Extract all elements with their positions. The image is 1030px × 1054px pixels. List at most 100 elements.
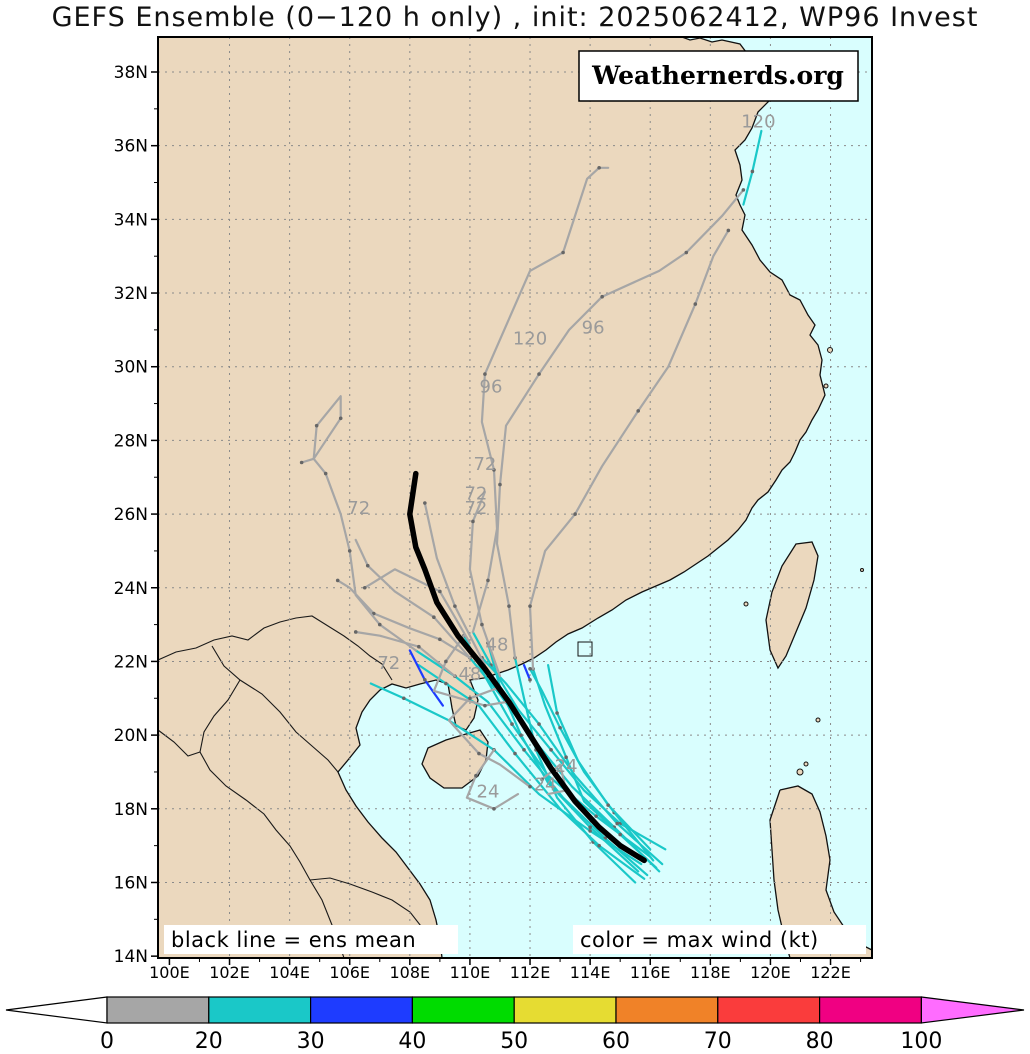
lon-tick-label: 112E xyxy=(510,963,551,982)
member-track xyxy=(363,568,471,645)
track-point xyxy=(444,659,448,664)
track-point xyxy=(750,169,755,174)
legend-mean-text: black line = ens mean xyxy=(171,928,416,952)
member-track xyxy=(480,656,664,866)
track-point xyxy=(615,821,619,826)
member-track xyxy=(300,457,417,652)
watermark-box: Weathernerds.org xyxy=(578,50,859,102)
watermark-text: Weathernerds.org xyxy=(591,61,844,90)
lat-tick-label: 38N xyxy=(114,63,148,83)
member-track xyxy=(423,501,486,667)
track-point xyxy=(402,696,406,701)
lon-tick-label: 118E xyxy=(690,963,731,982)
track-point xyxy=(486,578,490,583)
colorbar-tick-label: 40 xyxy=(398,1029,426,1054)
track-point xyxy=(684,250,689,255)
latitude-axis: 38N 36N 34N 32N 30N 28N 26N 24N 22N 20N 18N 16N 14N xyxy=(114,63,158,967)
hour-label: 72 xyxy=(347,498,370,519)
luzon-island xyxy=(770,786,872,958)
track-point xyxy=(561,250,565,255)
track-point xyxy=(483,703,487,708)
taiwan-island xyxy=(766,542,818,668)
longitude-axis: 100E 102E 104E 106E 108E 110E 112E 114E 116E 118E… xyxy=(149,958,862,982)
track-point xyxy=(528,667,532,671)
lat-tick-label: 22N xyxy=(114,652,148,672)
track-point xyxy=(444,681,448,686)
track-point xyxy=(417,644,421,649)
legend-wind-text: color = max wind (kt) xyxy=(580,928,819,952)
member-track xyxy=(354,538,471,659)
colorbar-segment xyxy=(818,996,922,1024)
colorbar-segment xyxy=(411,996,515,1024)
member-track xyxy=(468,490,502,678)
hour-label: 72 xyxy=(464,498,487,519)
colorbar-tick-label: 100 xyxy=(900,1029,942,1054)
hour-label: 24 xyxy=(534,774,557,795)
track-point xyxy=(597,165,601,170)
colorbar-tick-label: 20 xyxy=(195,1029,223,1054)
track-point xyxy=(600,294,604,299)
track-point xyxy=(618,832,622,837)
track-point xyxy=(510,722,514,726)
colorbar-high-arrow xyxy=(920,996,1025,1024)
track-point xyxy=(438,589,442,594)
colorbar-tick-label: 30 xyxy=(297,1029,325,1054)
track-point xyxy=(537,722,541,726)
hour-label: 72 xyxy=(377,653,400,674)
hour-label: 96 xyxy=(480,377,503,398)
small-islands xyxy=(577,347,864,776)
lon-tick-label: 108E xyxy=(389,963,430,982)
track-point xyxy=(636,409,641,413)
track-point xyxy=(549,748,553,752)
member-track xyxy=(465,748,520,810)
track-point xyxy=(453,604,457,608)
track-point xyxy=(480,622,484,627)
track-point xyxy=(564,755,568,760)
legend-wind: color = max wind (kt) xyxy=(573,925,866,954)
track-point xyxy=(519,733,523,737)
track-point xyxy=(573,512,577,516)
colorbar-tick-label: 80 xyxy=(806,1029,834,1054)
member-track xyxy=(354,630,456,678)
track-point xyxy=(588,825,592,830)
hour-label: 72 xyxy=(464,483,487,504)
colorbar-segment xyxy=(615,996,719,1024)
member-track xyxy=(447,686,532,788)
colorbar-segment xyxy=(106,996,210,1024)
track-point xyxy=(314,423,319,428)
track-point xyxy=(498,482,502,487)
member-track xyxy=(486,641,640,873)
lat-tick-label: 32N xyxy=(114,284,148,304)
hour-label: 24 xyxy=(555,756,578,777)
track-point xyxy=(438,637,442,642)
track-point xyxy=(477,751,481,756)
track-point xyxy=(507,604,511,608)
track-point xyxy=(513,751,517,756)
member-track xyxy=(522,663,532,682)
track-point xyxy=(528,678,532,682)
track-point xyxy=(377,622,382,627)
colorbar-tick-label: 70 xyxy=(704,1029,732,1054)
coastline xyxy=(337,37,826,958)
track-point xyxy=(558,725,562,730)
lat-tick-label: 18N xyxy=(114,800,148,820)
lat-tick-label: 16N xyxy=(114,873,148,893)
lon-tick-label: 110E xyxy=(450,963,491,982)
track-point xyxy=(726,228,731,233)
hour-label: 120 xyxy=(741,111,775,132)
track-point xyxy=(474,773,478,778)
track-point xyxy=(362,585,367,590)
chart-title: GEFS Ensemble (0−120 h only) , init: 202… xyxy=(51,2,979,33)
track-point xyxy=(432,615,436,620)
lon-tick-label: 100E xyxy=(149,963,190,982)
hour-label: 120 xyxy=(513,329,547,350)
mainland-landmass xyxy=(158,37,825,958)
track-point xyxy=(299,460,304,465)
track-point xyxy=(423,501,427,505)
ensemble-mean-track xyxy=(407,470,647,864)
track-point xyxy=(353,630,358,634)
lon-tick-label: 120E xyxy=(750,963,791,982)
member-track xyxy=(336,579,471,659)
track-point xyxy=(423,678,427,682)
